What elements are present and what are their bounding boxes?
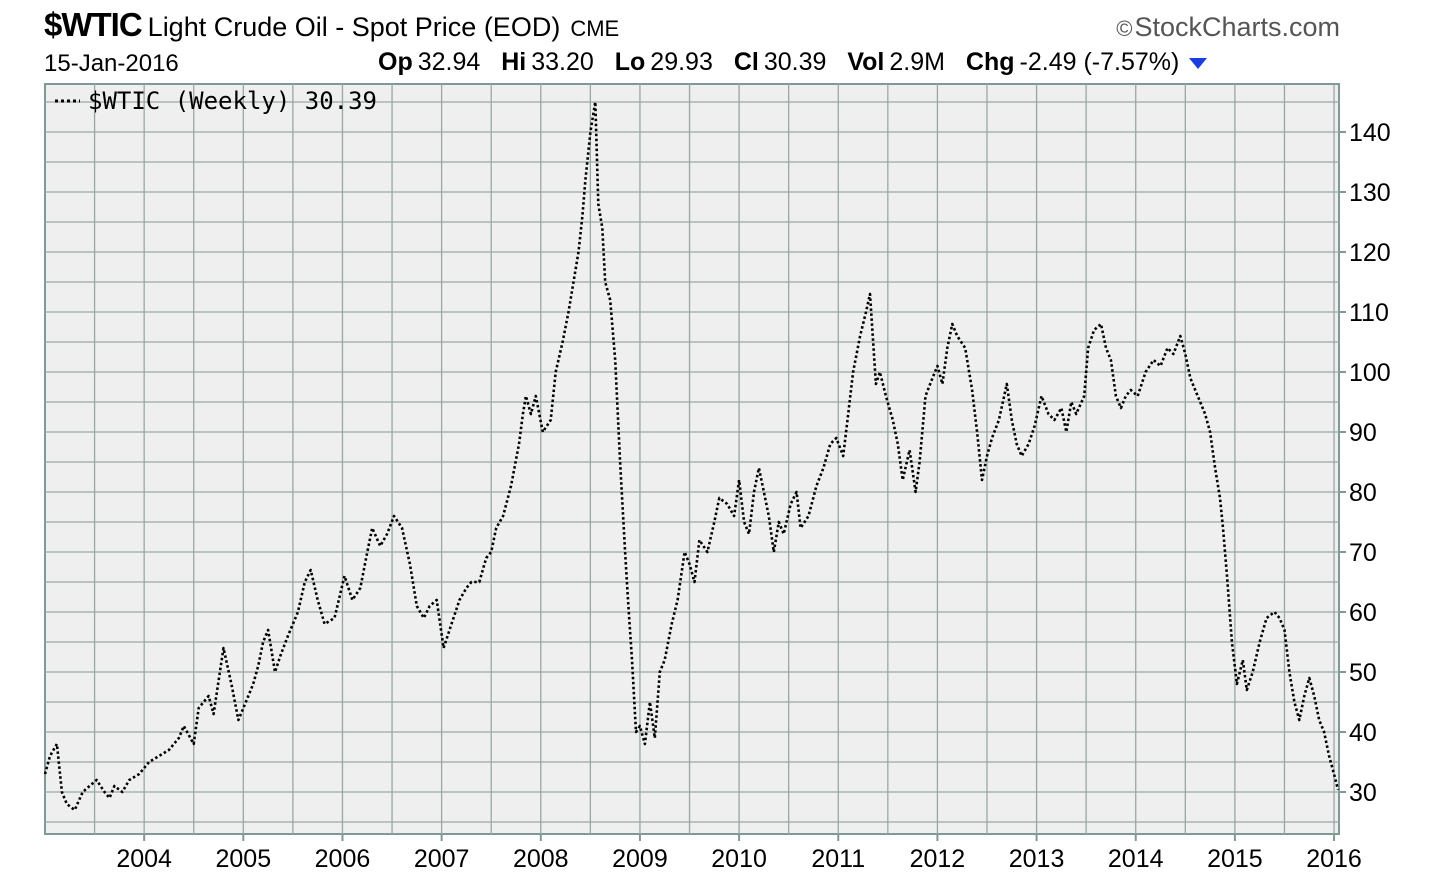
- y-tick-label: 60: [1349, 599, 1377, 627]
- x-tick-label: 2006: [315, 845, 371, 873]
- legend: $WTIC (Weekly) 30.39: [55, 87, 377, 115]
- x-tick-label: 2011: [811, 845, 865, 873]
- exchange-label: CME: [570, 16, 620, 41]
- x-tick-label: 2008: [513, 845, 569, 873]
- brand-name: StockCharts.com: [1134, 12, 1340, 42]
- x-tick-label: 2015: [1207, 845, 1263, 873]
- y-tick-label: 40: [1349, 719, 1377, 747]
- y-tick-label: 130: [1349, 179, 1391, 207]
- y-tick-label: 30: [1349, 779, 1377, 807]
- x-tick-label: 2014: [1108, 845, 1164, 873]
- stat-change-label: Chg: [965, 48, 1015, 76]
- y-tick-label: 70: [1349, 539, 1377, 567]
- brand-watermark: ©StockCharts.com: [1116, 12, 1340, 43]
- title-row: $WTIC Light Crude Oil - Spot Price (EOD) C…: [44, 6, 619, 50]
- stat-close-label: Cl: [733, 48, 759, 76]
- y-tick-label: 50: [1349, 659, 1377, 687]
- instrument-name: Light Crude Oil - Spot Price (EOD): [147, 12, 561, 42]
- stat-volume-label: Vol: [847, 48, 885, 76]
- x-tick-label: 2012: [910, 845, 966, 873]
- price-series-line: [43, 100, 1340, 812]
- y-tick-label: 110: [1349, 299, 1389, 327]
- symbol-label: $WTIC: [44, 6, 143, 43]
- stat-open-value: 32.94: [417, 48, 481, 76]
- axes: 30 40 50 60 70 80 90 100 110 120 130 140 2004 2005 200…: [116, 119, 1390, 873]
- y-tick-label: 120: [1349, 239, 1391, 267]
- stat-low-label: Lo: [614, 48, 646, 76]
- stat-volume-value: 2.9M: [889, 48, 945, 76]
- copyright-icon: ©: [1116, 16, 1133, 41]
- y-tick-label: 90: [1349, 419, 1377, 447]
- stat-high-label: Hi: [501, 48, 527, 76]
- quote-date: 15-Jan-2016: [44, 50, 179, 77]
- stat-low-value: 29.93: [650, 48, 713, 76]
- x-tick-label: 2007: [414, 845, 470, 873]
- plot-area: [44, 83, 1340, 835]
- x-tick-label: 2013: [1009, 845, 1065, 873]
- y-tick-label: 80: [1349, 479, 1377, 507]
- y-tick-label: 140: [1349, 119, 1391, 147]
- ohlc-stats: Op 32.94 Hi 33.20 Lo 29.93 Cl 30.39 Vol 2.9M …: [378, 48, 1208, 77]
- stat-close-value: 30.39: [763, 48, 827, 76]
- stat-high-value: 33.20: [531, 48, 594, 76]
- stat-open-label: Op: [378, 48, 413, 76]
- x-tick-label: 2016: [1306, 845, 1362, 873]
- x-tick-label: 2010: [711, 845, 767, 873]
- x-tick-label: 2004: [116, 845, 172, 873]
- x-tick-label: 2009: [612, 845, 668, 873]
- grid-lines: [45, 84, 1339, 834]
- legend-label: $WTIC (Weekly) 30.39: [88, 87, 377, 115]
- stat-change-value: -2.49 (-7.57%): [1019, 48, 1180, 76]
- x-tick-label: 2005: [216, 845, 272, 873]
- triangle-down-icon: [1189, 57, 1208, 69]
- series-layer: [43, 100, 1340, 812]
- y-tick-label: 100: [1349, 359, 1391, 387]
